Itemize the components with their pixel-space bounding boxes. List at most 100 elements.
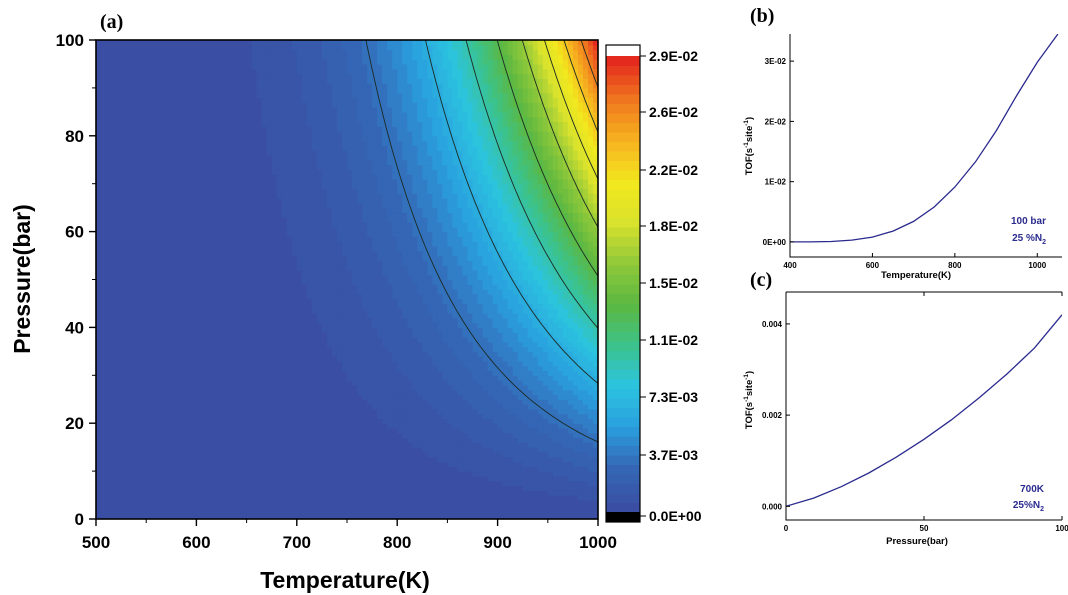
heatmap-cell <box>106 222 112 228</box>
heatmap-cell <box>321 394 328 400</box>
heatmap-cell <box>171 313 177 319</box>
heatmap-cell <box>301 485 308 491</box>
heatmap-cell <box>101 131 107 137</box>
heatmap-cell <box>291 293 298 300</box>
heatmap-cell <box>286 480 293 487</box>
heatmap-cell <box>296 207 303 214</box>
heatmap-cell <box>286 499 293 506</box>
heatmap-cell <box>206 509 213 515</box>
heatmap-cell <box>241 456 248 463</box>
heatmap-cell <box>166 322 172 328</box>
heatmap-cell <box>306 389 313 396</box>
heatmap-cell <box>186 111 192 118</box>
heatmap-cell <box>336 121 343 127</box>
heatmap-cell <box>286 279 293 285</box>
heatmap-cell <box>221 274 228 281</box>
heatmap-cell <box>266 375 273 381</box>
heatmap-cell <box>116 332 122 338</box>
heatmap-cell <box>201 111 208 118</box>
heatmap-cell <box>306 131 313 137</box>
heatmap-cell <box>321 466 328 472</box>
heatmap-cell <box>216 87 223 94</box>
heatmap-cell <box>286 40 293 46</box>
heatmap-cell <box>271 87 278 94</box>
heatmap-cell <box>146 54 152 60</box>
heatmap-cell <box>141 408 147 415</box>
heatmap-cell <box>306 140 313 146</box>
heatmap-cell <box>131 183 137 190</box>
heatmap-cell <box>111 485 117 491</box>
heatmap-cell <box>151 111 157 118</box>
heatmap-cell <box>146 432 152 439</box>
heatmap-cell <box>186 466 192 472</box>
heatmap-cell <box>156 447 162 453</box>
heatmap-cell <box>211 313 218 319</box>
heatmap-cell <box>156 495 162 501</box>
heatmap-cell <box>146 202 152 209</box>
heatmap-cell <box>271 269 278 276</box>
heatmap-cell <box>321 375 328 381</box>
heatmap-cell <box>246 427 253 434</box>
heatmap-cell <box>201 121 208 127</box>
heatmap-cell <box>321 490 328 496</box>
heatmap-cell <box>156 102 162 108</box>
heatmap-cell <box>211 351 218 357</box>
heatmap-cell <box>161 279 167 285</box>
heatmap-cell <box>271 427 278 434</box>
heatmap-cell <box>136 514 142 519</box>
heatmap-cell <box>116 274 122 281</box>
heatmap-cell <box>151 437 157 443</box>
heatmap-cell <box>106 499 112 506</box>
heatmap-cell <box>236 327 243 333</box>
heatmap-cell <box>246 346 253 352</box>
heatmap-cell <box>166 332 172 338</box>
heatmap-cell <box>286 293 293 300</box>
heatmap-cell <box>331 495 338 501</box>
heatmap-cell <box>151 217 157 223</box>
heatmap-cell <box>281 198 288 204</box>
heatmap-cell <box>241 111 248 118</box>
heatmap-cell <box>131 289 137 295</box>
heatmap-cell <box>211 102 218 108</box>
heatmap-cell <box>166 461 172 467</box>
heatmap-cell <box>296 293 303 300</box>
heatmap-cell <box>96 40 102 46</box>
heatmap-cell <box>311 475 318 482</box>
heatmap-cell <box>181 83 187 89</box>
heatmap-cell <box>151 126 157 132</box>
heatmap-cell <box>326 514 333 519</box>
heatmap-cell <box>146 471 152 477</box>
heatmap-cell <box>201 389 208 396</box>
heatmap-cell <box>341 212 348 218</box>
heatmap-cell <box>166 413 172 420</box>
heatmap-cell <box>126 265 132 271</box>
heatmap-cell <box>341 293 348 300</box>
heatmap-cell <box>331 260 338 266</box>
heatmap-cell <box>201 380 208 386</box>
heatmap-cell <box>106 365 112 372</box>
heatmap-cell <box>251 255 258 261</box>
heatmap-cell <box>211 154 218 161</box>
heatmap-cell <box>271 413 278 420</box>
heatmap-cell <box>156 40 162 46</box>
heatmap-cell <box>271 212 278 218</box>
heatmap-cell <box>181 327 187 333</box>
heatmap-cell <box>116 183 122 190</box>
heatmap-cell <box>101 121 107 127</box>
heatmap-cell <box>271 341 278 348</box>
heatmap-cell <box>196 336 203 343</box>
heatmap-cell <box>121 150 127 156</box>
heatmap-cell <box>216 404 223 410</box>
heatmap-cell <box>176 404 182 410</box>
heatmap-cell <box>201 432 208 439</box>
heatmap-cell <box>211 131 218 137</box>
heatmap-cell <box>141 193 147 199</box>
heatmap-cell <box>101 514 107 519</box>
heatmap-cell <box>271 107 278 113</box>
heatmap-cell <box>141 231 147 237</box>
heatmap-cell <box>311 336 318 343</box>
heatmap-cell <box>201 145 208 151</box>
heatmap-cell <box>151 495 157 501</box>
heatmap-cell <box>306 169 313 175</box>
heatmap-cell <box>111 284 117 290</box>
